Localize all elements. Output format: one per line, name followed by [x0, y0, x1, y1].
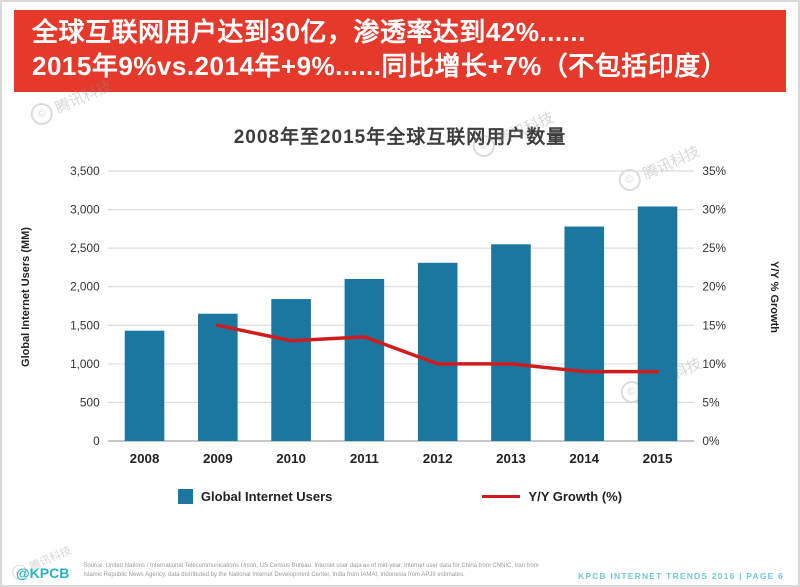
- svg-text:1,500: 1,500: [70, 319, 100, 332]
- svg-text:30%: 30%: [702, 203, 726, 216]
- right-axis-label-wrap: Y/Y % Growth: [760, 157, 788, 475]
- banner-line1: 全球互联网用户达到30亿，渗透率达到42%......: [32, 17, 586, 47]
- svg-text:2008: 2008: [130, 451, 160, 466]
- bar-2014: [564, 226, 605, 441]
- svg-text:3,000: 3,000: [70, 203, 100, 216]
- svg-text:25%: 25%: [702, 242, 726, 255]
- svg-text:20%: 20%: [702, 280, 726, 293]
- legend-label-users: Global Internet Users: [200, 488, 333, 504]
- svg-text:2010: 2010: [276, 451, 306, 466]
- svg-text:2,500: 2,500: [70, 242, 100, 255]
- chart-legend: Global Internet Users Y/Y Growth (%): [2, 488, 798, 504]
- bar-2009: [198, 313, 238, 441]
- bar-2015: [637, 206, 678, 441]
- svg-text:3,500: 3,500: [70, 165, 100, 178]
- svg-text:2012: 2012: [423, 451, 453, 466]
- svg-text:2013: 2013: [496, 451, 526, 466]
- svg-text:0: 0: [93, 435, 100, 448]
- svg-text:1,000: 1,000: [70, 358, 100, 371]
- bar-2012: [417, 262, 458, 441]
- svg-text:0%: 0%: [702, 435, 719, 448]
- legend-label-growth: Y/Y Growth (%): [528, 488, 623, 504]
- left-axis-label-wrap: Global Internet Users (MM): [12, 157, 40, 475]
- banner-line2: 2015年9%vs.2014年+9%......同比增长+7%（不包括印度）: [32, 51, 728, 82]
- growth-line: [216, 323, 660, 373]
- legend-item-users: Global Internet Users: [177, 488, 333, 504]
- bar-2011: [344, 278, 385, 441]
- svg-text:2,000: 2,000: [70, 280, 100, 293]
- header-banner: 全球互联网用户达到30亿，渗透率达到42%...... 2015年9%vs.20…: [14, 10, 786, 92]
- chart-title: 2008年至2015年全球互联网用户数量: [233, 126, 567, 148]
- svg-text:5%: 5%: [702, 396, 719, 409]
- kpcb-brand: @KPCB: [16, 565, 70, 581]
- svg-text:2011: 2011: [350, 451, 379, 466]
- legend-item-growth: Y/Y Growth (%): [482, 489, 622, 504]
- svg-text:15%: 15%: [702, 319, 726, 332]
- svg-text:10%: 10%: [702, 358, 726, 371]
- chart-plot: 0 0% 500 5% 1,000 10% 1,500 15% 2,000 20% 2,500 25%…: [70, 165, 726, 466]
- svg-text:2015: 2015: [643, 451, 673, 466]
- footer: @KPCB Source: United Nations / Internati…: [2, 562, 798, 581]
- source-note: Source: United Nations / International T…: [83, 562, 539, 579]
- bar-2010: [271, 298, 311, 441]
- report-page-info: KPCB INTERNET TRENDS 2016 | PAGE 6: [578, 571, 784, 581]
- bar-2008: [124, 330, 165, 441]
- right-axis-label: Y/Y % Growth: [768, 260, 780, 333]
- svg-text:500: 500: [80, 396, 100, 409]
- legend-swatch-users-icon: [177, 488, 193, 504]
- svg-text:35%: 35%: [702, 165, 726, 178]
- legend-swatch-growth-icon: [482, 494, 521, 498]
- svg-text:2014: 2014: [569, 451, 599, 466]
- chart-area: Global Internet Users (MM) 0 0% 500 5% 1,000…: [2, 157, 798, 475]
- left-axis-label: Global Internet Users (MM): [20, 226, 32, 367]
- bar-2013: [491, 243, 531, 441]
- svg-text:2009: 2009: [203, 451, 233, 466]
